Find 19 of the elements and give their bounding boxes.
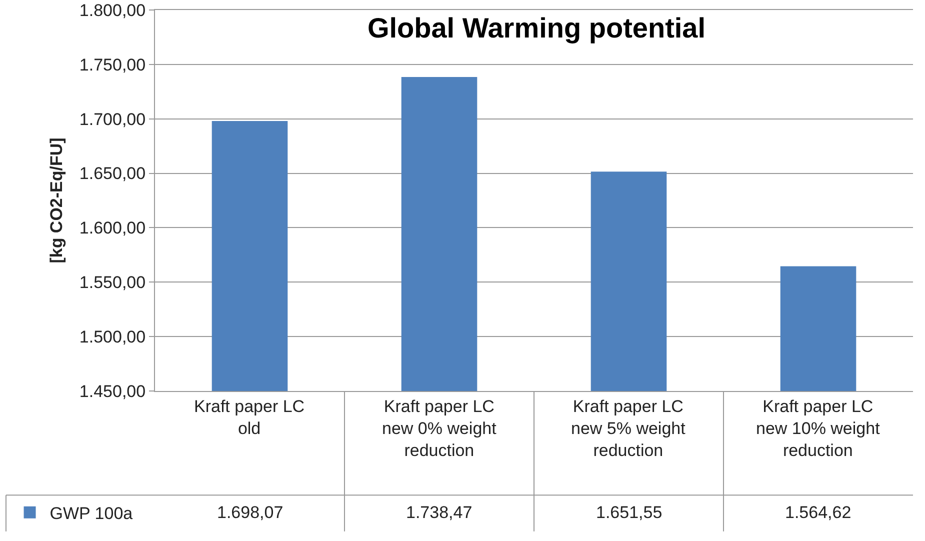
- y-tick-label: 1.550,00: [79, 273, 146, 292]
- x-tick-label: Kraft paper LC new 10% weight reduction: [756, 397, 880, 460]
- x-tick-label: Kraft paper LC new 5% weight reduction: [571, 397, 686, 460]
- y-tick-label: 1.800,00: [79, 0, 146, 20]
- x-tick-label: Kraft paper LC new 0% weight reduction: [382, 397, 497, 460]
- y-tick-label: 1.750,00: [79, 55, 146, 74]
- y-tick-label: 1.600,00: [79, 218, 146, 238]
- data-label: 1.738,47: [406, 503, 472, 522]
- y-axis-title: [kg CO2-Eq/FU]: [46, 138, 66, 264]
- y-tick-label: 1.650,00: [79, 164, 146, 184]
- legend-label: GWP 100a: [50, 504, 134, 523]
- y-tick-label: 1.450,00: [79, 382, 146, 401]
- x-tick-label: Kraft paper LC old: [194, 397, 305, 438]
- y-tick-label: 1.500,00: [79, 328, 146, 347]
- data-label: 1.698,07: [217, 503, 284, 522]
- chart-title: Global Warming potential: [367, 12, 706, 44]
- y-tick-label: 1.700,00: [79, 110, 146, 129]
- data-label: 1.651,55: [596, 503, 662, 522]
- data-label: 1.564,62: [785, 503, 852, 522]
